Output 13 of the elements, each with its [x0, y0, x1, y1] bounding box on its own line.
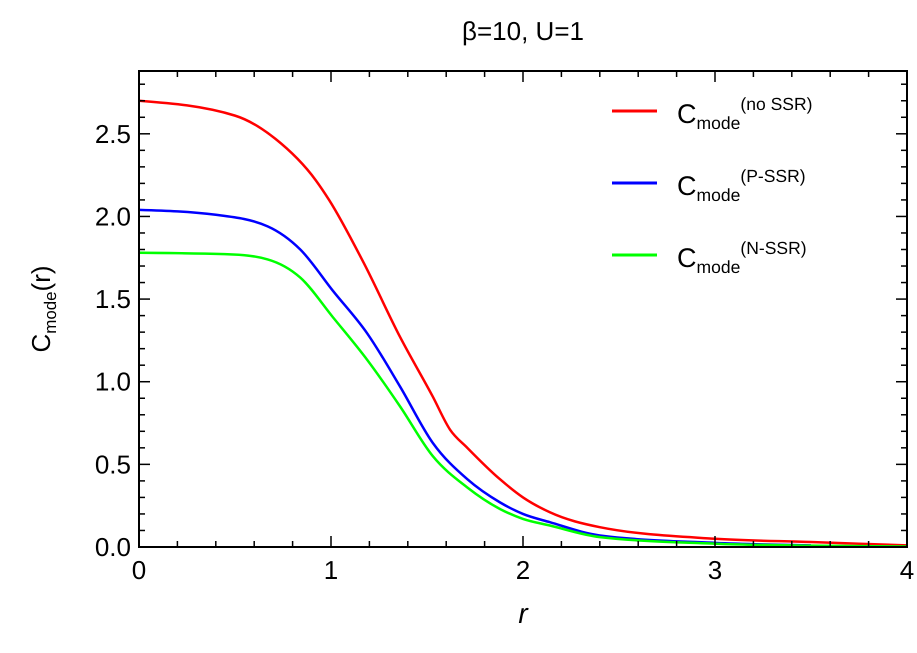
x-axis-title: r [518, 598, 530, 629]
y-tick-label: 0.5 [94, 449, 131, 480]
y-tick-label: 1.0 [94, 366, 131, 397]
x-tick-label: 0 [132, 555, 146, 585]
chart-title: β=10, U=1 [462, 16, 584, 46]
y-tick-label: 2.0 [94, 201, 131, 232]
x-tick-label: 2 [516, 555, 530, 585]
x-tick-label: 4 [900, 555, 914, 585]
y-tick-label: 0.0 [94, 532, 131, 562]
y-tick-label: 2.5 [94, 118, 131, 149]
x-tick-label: 3 [708, 555, 722, 585]
y-tick-label: 1.5 [94, 284, 131, 314]
x-tick-label: 1 [324, 555, 338, 585]
